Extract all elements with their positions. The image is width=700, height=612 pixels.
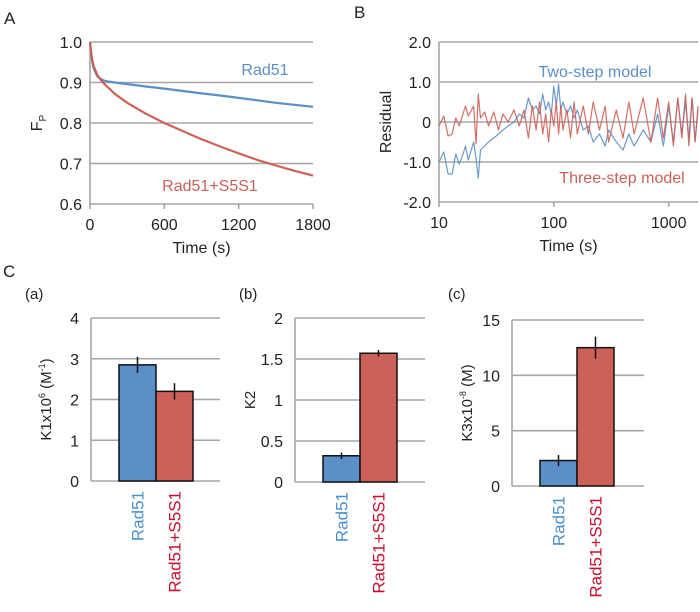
y-axis-unit: (M) [459,364,476,391]
series-label: Three-step model [559,170,684,187]
y-tick-label: 1 [274,393,283,410]
chart-a: 0.6 0.7 0.8 0.9 1.0 0 600 1200 1800 Time (s) FP Rad… [29,35,331,257]
chart-b: -2.0 -1.0 0 1.0 2.0 10 100 1000 Time (s) Residual… [378,35,699,255]
x-tick-label: 600 [151,217,178,234]
x-tick-label: 0 [86,217,95,234]
y-axis-unit: (M [38,371,55,393]
y-axis-title: K3x10-8 (M) [458,364,476,441]
y-axis-title: K2 [242,391,259,409]
y-axis-unit-end: ) [38,358,55,363]
category-label: Rad51 [129,491,148,541]
y-tick-label: 2 [70,393,79,410]
series-label: Rad51+S5S1 [162,178,258,195]
series-label: Two-step model [539,64,652,81]
y-tick-label: 0.9 [60,76,82,93]
y-tick-label: 3 [70,352,79,369]
panel-label-b: B [354,3,365,22]
category-label: Rad51 [550,496,569,546]
y-tick-label: 0 [422,115,431,132]
y-tick-label: 0 [491,479,500,496]
chart-c-b: (b) 0 0.5 1 1.5 2 K2 Rad51 Rad51+S5S1 [239,286,425,594]
y-tick-label: 0 [274,475,283,492]
bar-rad51-s5s1 [576,346,615,487]
y-axis-title: FP [29,114,49,131]
x-tick-label: 10 [430,215,448,232]
y-tick-label: 1 [70,433,79,450]
y-axis-title: K1x106 (M-1) [37,358,55,440]
bar-rad51-s5s1 [359,352,398,483]
y-tick-label: 10 [482,368,500,385]
category-label: Rad51+S5S1 [587,496,606,598]
y-tick-label: 0.6 [60,197,82,214]
y-axis-title: Residual [378,91,395,153]
series-line-1 [88,41,314,177]
y-axis-unit-superscript: -1 [37,363,47,371]
y-tick-label: 0.5 [261,434,283,451]
series-line-0 [438,83,699,179]
y-tick-label: -2.0 [403,195,431,212]
bar-rad51-s5s1 [155,390,194,482]
y-tick-label: 1.0 [409,75,431,92]
subplot-label: (a) [25,286,43,303]
x-axis-title: Time (s) [172,240,230,257]
x-axis-title: Time (s) [539,238,597,255]
y-tick-label: 4 [70,311,79,328]
series-line-1 [438,93,699,147]
x-tick-label: 1800 [295,217,331,234]
y-tick-label: 0.7 [60,157,82,174]
y-tick-label: 0 [70,474,79,491]
x-tick-label: 100 [540,215,567,232]
y-axis-superscript: 6 [37,393,47,398]
bar-rad51 [322,455,361,483]
x-tick-label: 1000 [651,215,687,232]
y-tick-label: 2 [274,311,283,328]
panel-label-a: A [4,9,16,28]
subplot-label: (c) [448,286,466,303]
series-label: Rad51 [241,62,288,79]
bar-rad51 [118,364,157,482]
y-tick-label: 1.5 [261,352,283,369]
x-tick-label: 1200 [221,217,257,234]
category-label: Rad51+S5S1 [166,491,185,593]
y-tick-label: -1.0 [403,155,431,172]
y-tick-label: 2.0 [409,35,431,52]
y-tick-label: 0.8 [60,116,82,133]
chart-c-c: (c) 0 5 10 15 K3x10-8 (M) Rad51 Rad51+S5S1 [448,286,644,598]
y-tick-label: 1.0 [60,35,82,52]
chart-c-a: (a) 0 1 2 3 4 K1x106 (M-1) Rad51 Rad51+S5S1 [25,286,220,593]
y-tick-label: 15 [482,313,500,330]
category-label: Rad51+S5S1 [370,492,389,594]
panel-label-c: C [3,262,15,281]
y-axis-superscript: -8 [458,391,468,399]
y-axis-subscript: P [38,114,49,121]
y-tick-label: 5 [491,424,500,441]
subplot-label: (b) [239,286,257,303]
category-label: Rad51 [333,492,352,542]
